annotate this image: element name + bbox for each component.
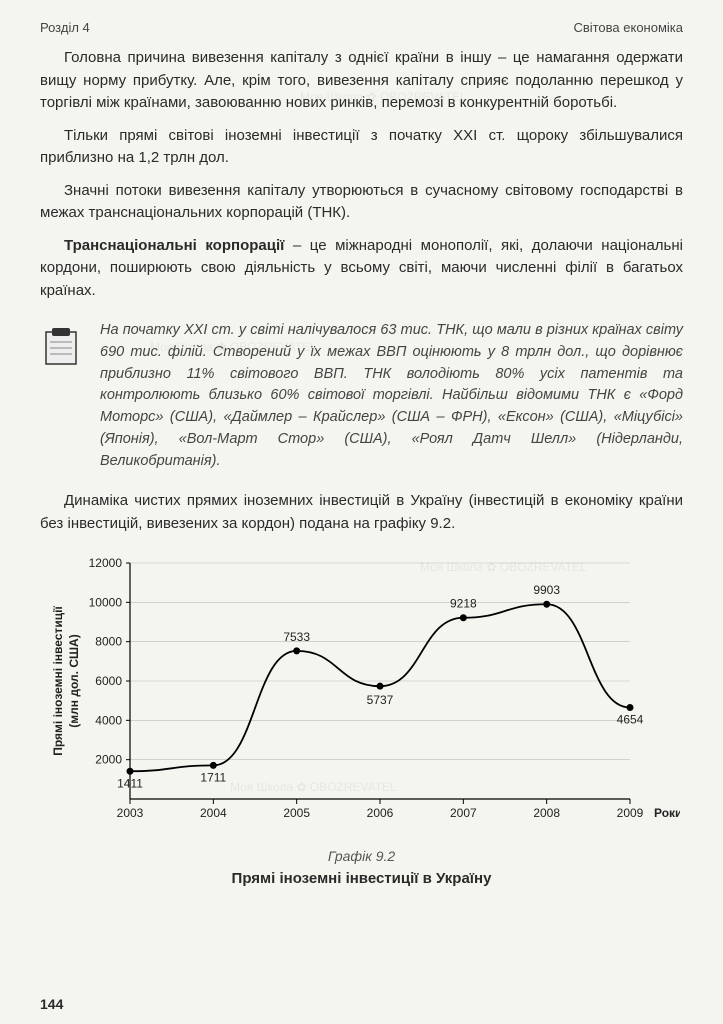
paragraph-4: Динаміка чистих прямих іноземних інвести… [40, 490, 683, 535]
page-number: 144 [40, 996, 63, 1012]
svg-text:6000: 6000 [95, 674, 122, 688]
svg-text:10000: 10000 [89, 596, 123, 610]
paragraph-3: Значні потоки вивезення капіталу утворюю… [40, 180, 683, 225]
svg-text:2004: 2004 [200, 806, 227, 820]
topic-label: Світова економіка [573, 20, 683, 35]
svg-text:Роки: Роки [654, 806, 680, 820]
section-label: Розділ 4 [40, 20, 90, 35]
svg-text:1711: 1711 [200, 771, 226, 785]
svg-text:2007: 2007 [450, 806, 477, 820]
svg-text:2008: 2008 [533, 806, 560, 820]
svg-text:9218: 9218 [450, 597, 477, 611]
svg-text:5737: 5737 [367, 693, 394, 707]
term-bold: Транснаціональні корпорації [64, 237, 284, 254]
svg-text:Прямі іноземні інвестиції: Прямі іноземні інвестиції [51, 606, 65, 756]
svg-text:4000: 4000 [95, 714, 122, 728]
paragraph-2: Тільки прямі світові іноземні інвестиції… [40, 125, 683, 170]
paragraph-1: Головна причина вивезення капіталу з одн… [40, 47, 683, 115]
svg-text:(млн дол. США): (млн дол. США) [67, 635, 81, 728]
fdi-chart: 2000 4000 6000 8000 10000 12000 2003 2004 2005 20… [40, 549, 680, 839]
chart-title: Прямі іноземні інвестиції в Україну [40, 870, 683, 887]
note-text: На початку XXI ст. у світі налічувалося … [100, 320, 683, 472]
svg-text:2000: 2000 [95, 753, 122, 767]
note-block: На початку XXI ст. у світі налічувалося … [40, 320, 683, 472]
chart-caption: Графік 9.2 [40, 848, 683, 864]
svg-text:2003: 2003 [117, 806, 144, 820]
svg-text:2009: 2009 [617, 806, 644, 820]
chart-container: 2000 4000 6000 8000 10000 12000 2003 2004 2005 20… [40, 549, 683, 887]
clipboard-icon [40, 324, 84, 368]
svg-text:2006: 2006 [367, 806, 394, 820]
svg-text:7533: 7533 [283, 630, 310, 644]
svg-text:9903: 9903 [533, 583, 560, 597]
term-definition: Транснаціональні корпорації – це міжнаро… [40, 235, 683, 303]
svg-text:12000: 12000 [89, 556, 123, 570]
svg-text:2005: 2005 [283, 806, 310, 820]
svg-text:4654: 4654 [617, 713, 644, 727]
svg-text:8000: 8000 [95, 635, 122, 649]
svg-text:1411: 1411 [117, 777, 143, 791]
